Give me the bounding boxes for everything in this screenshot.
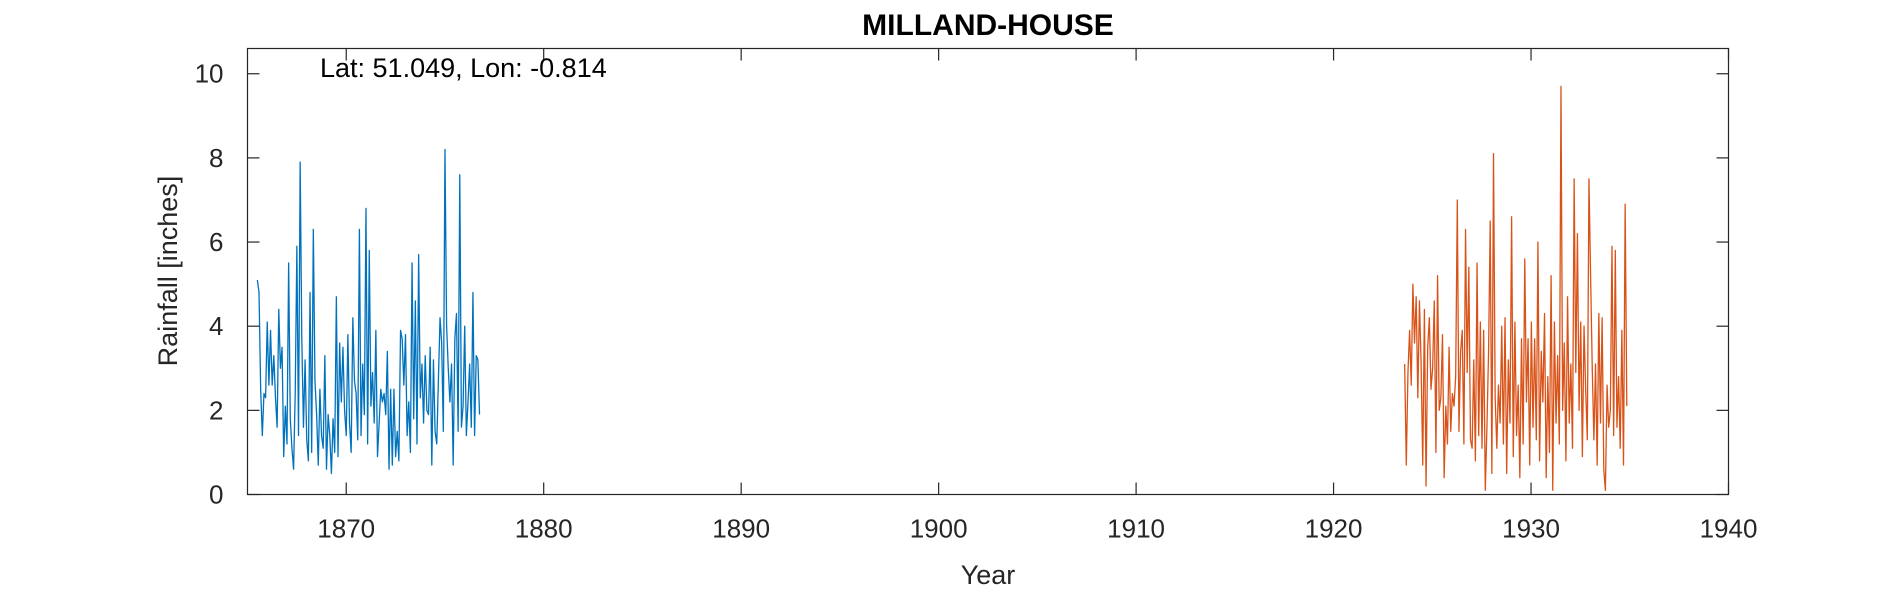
series-line-2 bbox=[1404, 85, 1628, 491]
y-tick-label: 8 bbox=[209, 143, 223, 173]
x-tick-label: 1940 bbox=[1700, 514, 1758, 544]
x-tick-label: 1900 bbox=[910, 514, 968, 544]
location-annotation: Lat: 51.049, Lon: -0.814 bbox=[320, 53, 607, 83]
x-tick-label: 1890 bbox=[712, 514, 770, 544]
x-tick-label: 1910 bbox=[1107, 514, 1165, 544]
y-tick-label: 2 bbox=[209, 395, 223, 425]
series-layer bbox=[256, 85, 1628, 491]
x-tick-label: 1920 bbox=[1305, 514, 1363, 544]
y-axis-ticks: 0 2 4 6 8 10 bbox=[195, 59, 1729, 510]
y-tick-label: 6 bbox=[209, 227, 223, 257]
chart-title: MILLAND-HOUSE bbox=[862, 9, 1114, 42]
x-axis-ticks: 1870 1880 1890 1900 1910 1920 1930 1940 bbox=[317, 48, 1758, 544]
x-tick-label: 1880 bbox=[515, 514, 573, 544]
y-axis-label: Rainfall [inches] bbox=[153, 176, 183, 367]
x-tick-label: 1870 bbox=[317, 514, 375, 544]
y-tick-label: 0 bbox=[209, 480, 223, 510]
series-line-1 bbox=[256, 148, 481, 475]
y-tick-label: 10 bbox=[195, 59, 224, 89]
x-axis-label: Year bbox=[961, 560, 1016, 590]
y-tick-label: 4 bbox=[209, 311, 223, 341]
x-tick-label: 1930 bbox=[1502, 514, 1560, 544]
